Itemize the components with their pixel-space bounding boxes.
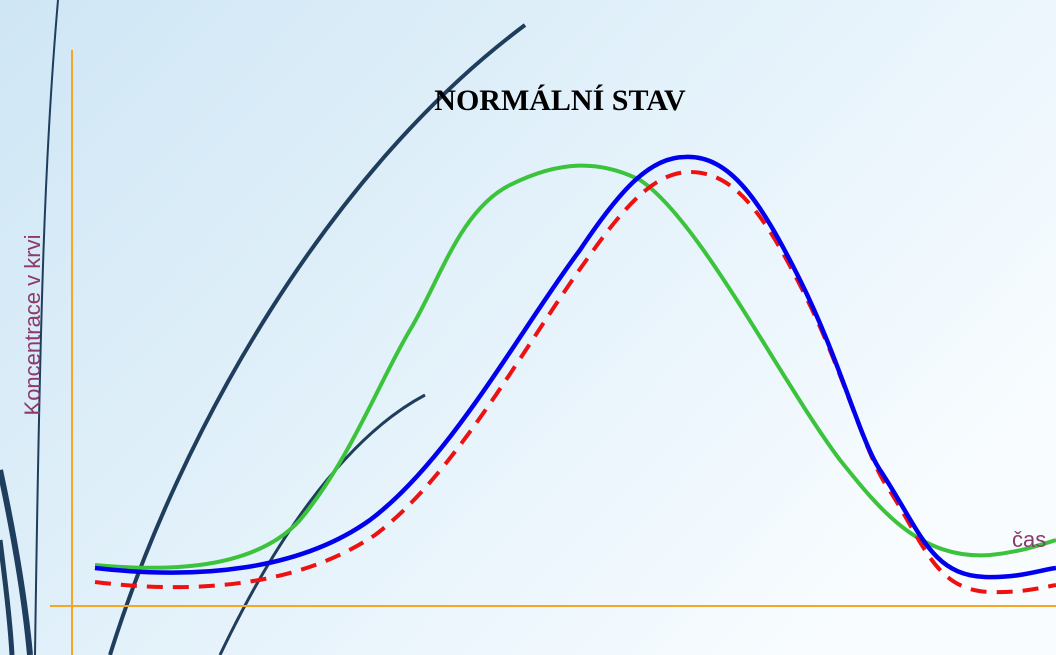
red-dashed-curve [94, 169, 1056, 595]
blue-curve [94, 154, 1056, 580]
y-axis-label: Koncentrace v krvi [20, 235, 45, 416]
green-curve [94, 163, 1056, 570]
title: NORMÁLNÍ STAV [434, 84, 686, 117]
decoration [0, 0, 527, 655]
x-axis-label: čas [1012, 527, 1046, 552]
